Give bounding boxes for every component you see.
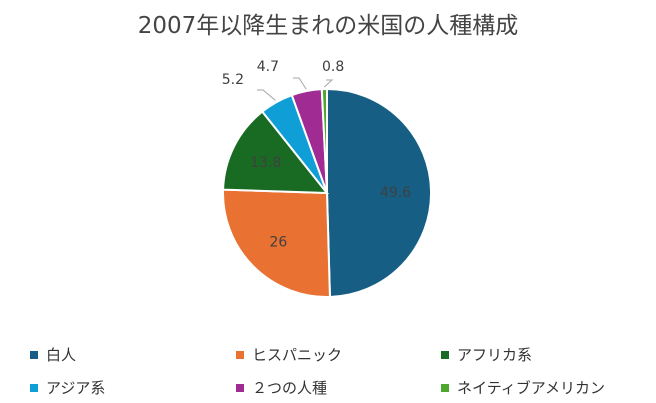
legend-item-1: 白人	[30, 344, 76, 365]
legend-swatch	[441, 383, 449, 392]
legend-swatch	[236, 350, 244, 359]
leader-line-4	[257, 89, 276, 101]
data-label-1: 49.6	[380, 185, 411, 201]
pie-slice-6	[320, 87, 328, 194]
data-label-3: 13.8	[250, 155, 281, 171]
leader-line-6	[323, 79, 334, 88]
legend-item-4: アジア系	[30, 377, 105, 398]
pie-slice-2	[222, 188, 331, 298]
data-label-4: 5.2	[222, 72, 244, 88]
legend-label: アジア系	[46, 379, 106, 397]
legend-label: ２つの人種	[252, 379, 328, 397]
legend-label: ネイティブアメリカン	[457, 379, 606, 397]
legend-item-3: アフリカ系	[441, 344, 532, 365]
data-label-5: 4.7	[257, 59, 279, 75]
pie-chart: 49.6 26 13.8 5.2 4.7 0.8	[222, 59, 433, 298]
legend-swatch	[30, 350, 38, 359]
data-label-2: 26	[269, 234, 287, 250]
chart-title: 2007年以降生まれの米国の人種構成	[137, 13, 519, 39]
leader-line-5	[293, 77, 307, 90]
legend-label: 白人	[46, 346, 77, 364]
legend-item-2: ヒスパニック	[236, 344, 342, 365]
pie-slice-3	[222, 110, 330, 195]
legend-label: ヒスパニック	[252, 346, 343, 364]
legend-item-5: ２つの人種	[236, 377, 327, 398]
legend-label: アフリカ系	[457, 346, 533, 364]
pie-slice-1	[326, 87, 433, 298]
legend-item-6: ネイティブアメリカン	[441, 377, 605, 398]
legend-swatch	[441, 350, 449, 359]
legend-swatch	[30, 383, 38, 392]
data-label-6: 0.8	[322, 59, 344, 75]
legend-swatch	[236, 383, 244, 392]
